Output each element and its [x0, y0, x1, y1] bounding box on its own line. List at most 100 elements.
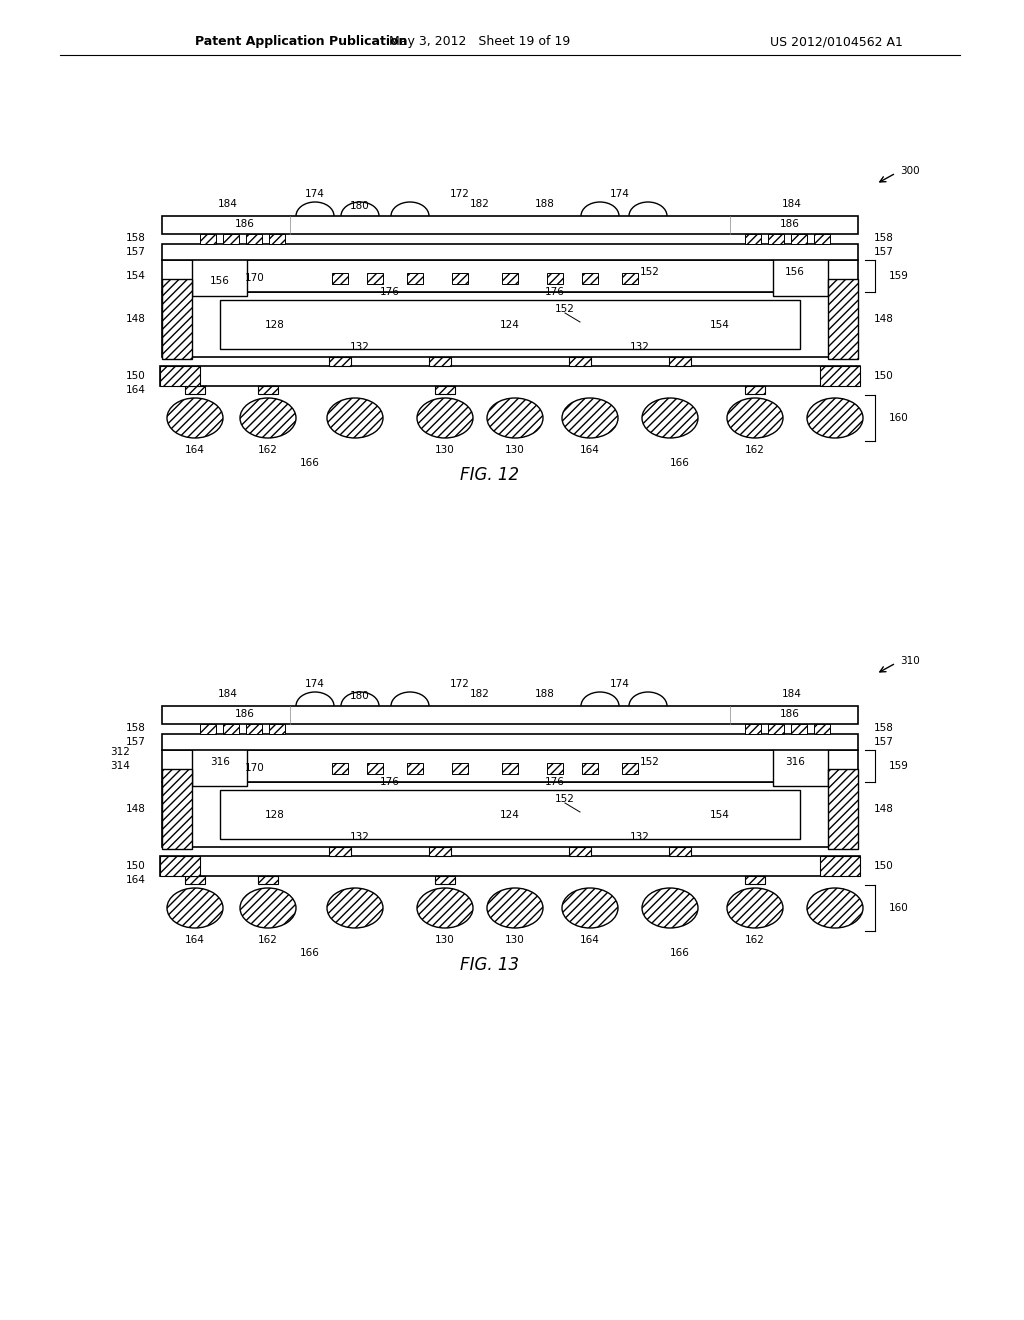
Bar — [820, 366, 860, 385]
Text: 130: 130 — [505, 445, 525, 455]
Text: 164: 164 — [126, 385, 146, 395]
Bar — [223, 723, 239, 734]
Text: 184: 184 — [218, 199, 238, 209]
Bar — [407, 763, 423, 774]
Bar — [435, 385, 455, 393]
Text: 170: 170 — [245, 763, 265, 774]
Bar — [745, 385, 765, 393]
Text: 176: 176 — [380, 777, 400, 787]
Ellipse shape — [487, 888, 543, 928]
Text: 148: 148 — [126, 314, 146, 323]
Text: 148: 148 — [874, 314, 894, 323]
Bar — [407, 273, 423, 284]
Text: 154: 154 — [710, 319, 730, 330]
Bar — [768, 723, 784, 734]
Ellipse shape — [487, 399, 543, 438]
Bar — [162, 292, 858, 356]
Text: 148: 148 — [126, 804, 146, 814]
Text: 174: 174 — [305, 189, 325, 199]
Bar — [162, 260, 858, 292]
Bar — [246, 234, 262, 244]
Bar — [162, 770, 193, 849]
Text: 158: 158 — [874, 723, 894, 733]
Text: 150: 150 — [126, 371, 146, 381]
Text: 157: 157 — [126, 247, 146, 257]
Text: US 2012/0104562 A1: US 2012/0104562 A1 — [770, 36, 903, 49]
Bar — [200, 723, 216, 734]
Text: 130: 130 — [435, 445, 455, 455]
Ellipse shape — [327, 399, 383, 438]
Text: FIG. 13: FIG. 13 — [461, 956, 519, 974]
Text: 159: 159 — [889, 762, 909, 771]
Bar — [220, 300, 800, 348]
Text: 157: 157 — [874, 247, 894, 257]
Bar — [185, 385, 205, 393]
Text: 164: 164 — [126, 875, 146, 884]
Text: 164: 164 — [185, 445, 205, 455]
Text: 300: 300 — [900, 166, 920, 176]
Bar — [745, 234, 761, 244]
Text: 180: 180 — [350, 201, 370, 211]
Text: 184: 184 — [782, 689, 802, 700]
Text: 132: 132 — [350, 832, 370, 842]
Bar — [329, 356, 351, 366]
Text: 162: 162 — [745, 445, 765, 455]
Bar — [193, 256, 247, 296]
Bar — [452, 273, 468, 284]
Bar — [162, 750, 858, 781]
Text: 152: 152 — [640, 267, 659, 277]
Ellipse shape — [167, 888, 223, 928]
Bar — [367, 763, 383, 774]
Text: 128: 128 — [265, 319, 285, 330]
Bar — [160, 366, 200, 385]
Bar — [162, 279, 193, 359]
Text: 188: 188 — [536, 689, 555, 700]
Text: May 3, 2012   Sheet 19 of 19: May 3, 2012 Sheet 19 of 19 — [389, 36, 570, 49]
Bar — [435, 876, 455, 884]
Text: 172: 172 — [451, 189, 470, 199]
Bar — [332, 273, 348, 284]
Text: 152: 152 — [640, 756, 659, 767]
Text: 128: 128 — [265, 810, 285, 820]
Text: 174: 174 — [305, 678, 325, 689]
Ellipse shape — [240, 888, 296, 928]
Bar — [162, 734, 858, 750]
Text: 174: 174 — [610, 678, 630, 689]
Text: 158: 158 — [874, 234, 894, 243]
Bar — [162, 244, 858, 260]
Text: 184: 184 — [782, 199, 802, 209]
Ellipse shape — [417, 888, 473, 928]
Bar — [773, 746, 828, 785]
Text: 176: 176 — [545, 286, 565, 297]
Text: 124: 124 — [500, 810, 520, 820]
Text: 164: 164 — [185, 935, 205, 945]
Text: 310: 310 — [900, 656, 920, 667]
Text: 132: 132 — [630, 832, 650, 842]
Bar — [269, 234, 285, 244]
Ellipse shape — [727, 888, 783, 928]
Bar — [162, 216, 858, 234]
Text: 160: 160 — [889, 413, 908, 422]
Text: 124: 124 — [500, 319, 520, 330]
Text: 312: 312 — [111, 747, 130, 756]
Text: 156: 156 — [785, 267, 805, 277]
Text: 154: 154 — [710, 810, 730, 820]
Text: 186: 186 — [236, 709, 255, 719]
Text: 166: 166 — [670, 458, 690, 469]
Ellipse shape — [807, 888, 863, 928]
Bar — [791, 234, 807, 244]
Bar — [162, 706, 858, 723]
Bar — [246, 723, 262, 734]
Text: 154: 154 — [126, 271, 146, 281]
Text: 150: 150 — [874, 371, 894, 381]
Text: 132: 132 — [350, 342, 370, 352]
Bar — [814, 234, 830, 244]
Text: 182: 182 — [470, 199, 489, 209]
Text: 184: 184 — [218, 689, 238, 700]
Bar — [773, 256, 828, 296]
Ellipse shape — [642, 888, 698, 928]
Text: 150: 150 — [126, 861, 146, 871]
Bar — [791, 723, 807, 734]
Bar — [547, 273, 563, 284]
Bar — [622, 763, 638, 774]
